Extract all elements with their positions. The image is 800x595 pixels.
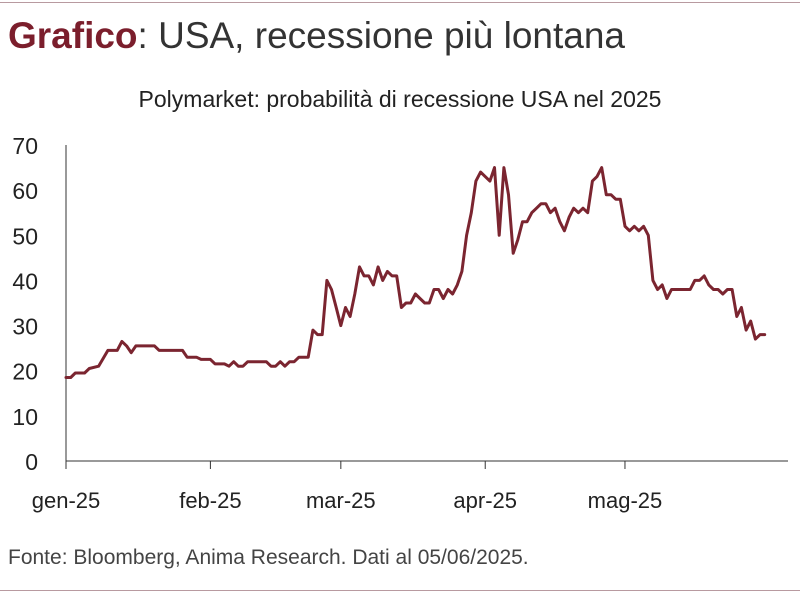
x-tick-label: gen-25 [32,488,101,513]
top-rule [0,2,800,3]
title-separator: : [137,15,148,56]
title-lead: Grafico [8,15,138,56]
source-note: Fonte: Bloomberg, Anima Research. Dati a… [8,546,529,569]
plot-area [64,166,767,379]
title-text: USA, recessione più lontana [147,15,625,56]
y-axis-ticks: 0 10 20 30 40 50 60 70 [12,133,38,475]
recession-probability-series-line [64,166,767,379]
x-tick-label: mag-25 [588,488,663,513]
x-tick-label: feb-25 [179,488,241,513]
chart-axes [65,145,788,462]
y-tick-label: 70 [12,133,38,159]
y-tick-label: 0 [25,449,38,475]
x-tick-label: apr-25 [453,488,517,513]
chart-title: Polymarket: probabilità di recessione US… [138,86,662,112]
y-tick-label: 30 [12,314,38,340]
x-axis-ticks: gen-25 feb-25 mar-25 apr-25 mag-25 [32,461,663,513]
x-tick-label: mar-25 [306,488,376,513]
y-tick-label: 10 [12,404,38,430]
page-title: Grafico: USA, recessione più lontana [8,14,625,58]
y-tick-label: 60 [12,178,38,204]
bottom-rule [0,590,800,591]
y-tick-label: 20 [12,359,38,385]
y-tick-label: 50 [12,223,38,249]
y-tick-label: 40 [12,268,38,294]
